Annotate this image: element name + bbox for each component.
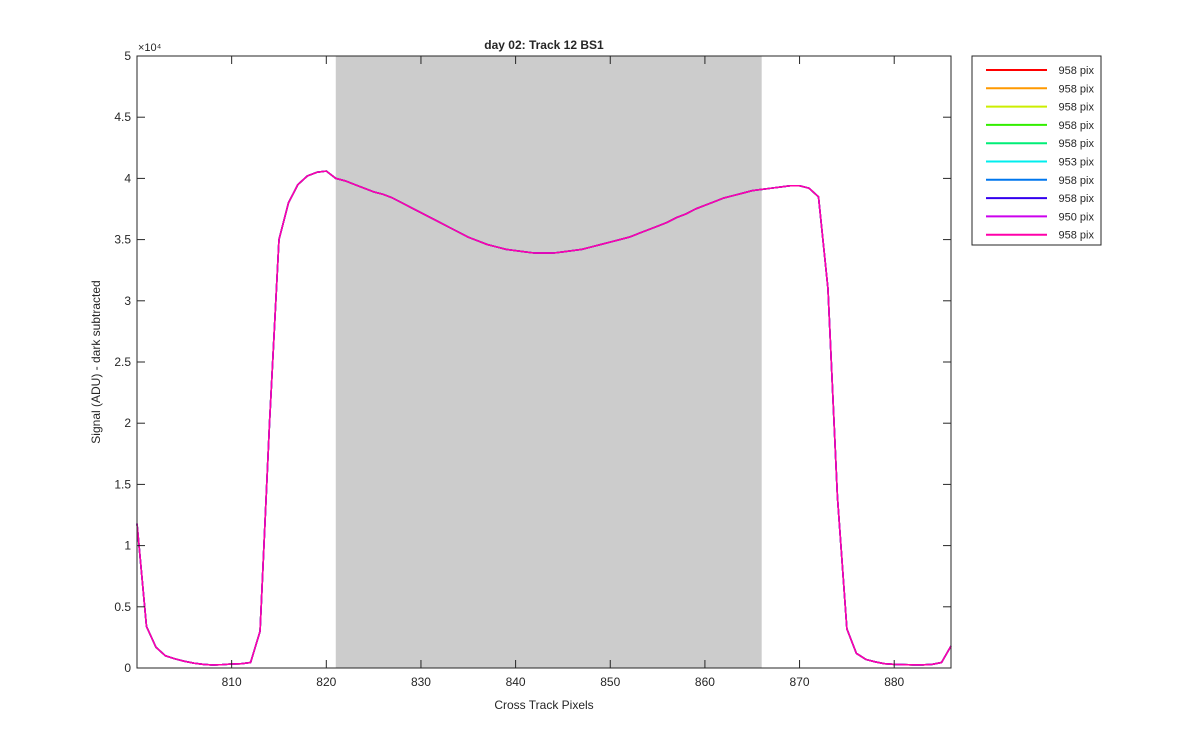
y-tick-label: 2.5 (114, 355, 131, 369)
x-tick-label: 830 (411, 675, 431, 689)
y-tick-label: 4 (124, 171, 131, 185)
legend-item: 958 pix (986, 120, 1094, 132)
y-tick-label: 0 (124, 661, 131, 675)
legend-label: 958 pix (1059, 230, 1095, 242)
x-tick-label: 880 (884, 675, 904, 689)
legend-item: 953 pix (986, 157, 1094, 169)
chart-title: day 02: Track 12 BS1 (484, 38, 604, 52)
legend-label: 958 pix (1059, 83, 1095, 95)
y-axis: 0 0.5 1 1.5 2 2.5 3 3.5 4 4.5 5 (114, 49, 951, 675)
y-tick-label: 4.5 (114, 110, 131, 124)
y-tick-label: 1 (124, 539, 131, 553)
x-axis: 810 820 830 840 850 860 870 880 (222, 56, 905, 689)
legend-item: 958 pix (986, 138, 1094, 150)
y-tick-label: 3.5 (114, 233, 131, 247)
y-axis-label: Signal (ADU) - dark subtracted (89, 280, 103, 443)
legend-label: 958 pix (1059, 120, 1095, 132)
y-tick-label: 1.5 (114, 477, 131, 491)
legend-label: 958 pix (1059, 102, 1095, 114)
legend-item: 950 pix (986, 211, 1094, 223)
legend-item: 958 pix (986, 175, 1094, 187)
legend-label: 958 pix (1059, 65, 1095, 77)
legend-item: 958 pix (986, 65, 1094, 77)
legend-label: 950 pix (1059, 211, 1095, 223)
series-layer (136, 170, 952, 666)
legend-label: 958 pix (1059, 138, 1095, 150)
y-axis-exponent-label: ×10⁴ (138, 42, 162, 54)
x-tick-label: 850 (600, 675, 620, 689)
x-tick-label: 840 (506, 675, 526, 689)
legend-label: 958 pix (1059, 175, 1095, 187)
y-tick-label: 0.5 (114, 600, 131, 614)
legend: 958 pix 958 pix 958 pix 958 pix 958 pix 953 p… (971, 55, 1102, 246)
shaded-region-layer (335, 56, 762, 668)
x-tick-label: 810 (222, 675, 242, 689)
legend-label: 953 pix (1059, 157, 1095, 169)
x-tick-label: 860 (695, 675, 715, 689)
y-tick-label: 2 (124, 416, 131, 430)
x-axis-label: Cross Track Pixels (494, 698, 593, 712)
y-tick-label: 3 (124, 294, 131, 308)
legend-item: 958 pix (986, 230, 1094, 242)
legend-item: 958 pix (986, 193, 1094, 205)
shaded-region (335, 56, 762, 668)
y-tick-label: 5 (124, 49, 131, 63)
legend-item: 958 pix (986, 83, 1094, 95)
x-tick-label: 820 (316, 675, 336, 689)
x-tick-label: 870 (790, 675, 810, 689)
legend-label: 958 pix (1059, 193, 1095, 205)
series-line-10 (136, 170, 952, 666)
legend-item: 958 pix (986, 102, 1094, 114)
